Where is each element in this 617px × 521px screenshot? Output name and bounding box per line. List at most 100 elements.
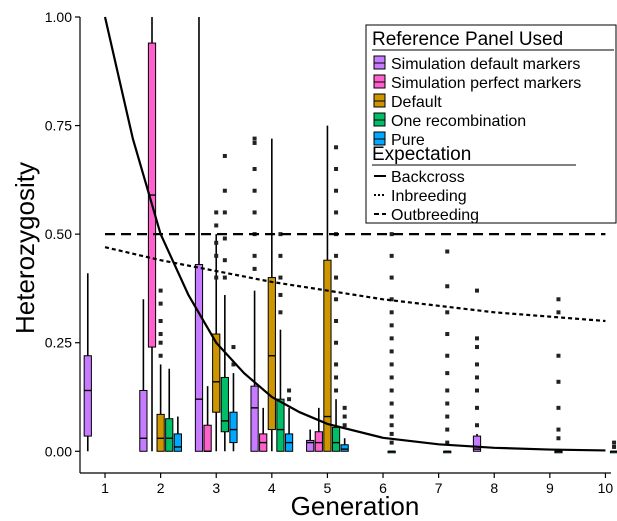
x-tick-label: 9 bbox=[546, 480, 554, 496]
box-plot-sim_default-gen-3 bbox=[194, 17, 204, 452]
outlier-point bbox=[342, 423, 347, 428]
outlier-point bbox=[222, 275, 227, 280]
legend-entry-label: Simulation perfect markers bbox=[391, 75, 581, 92]
outlier-point bbox=[231, 345, 236, 350]
outlier-point bbox=[474, 345, 479, 350]
box-body bbox=[83, 355, 92, 437]
outlier-point bbox=[612, 444, 617, 449]
outlier-point bbox=[612, 440, 617, 445]
outlier-point bbox=[389, 310, 394, 315]
outlier-point bbox=[556, 427, 561, 432]
outlier-point bbox=[445, 371, 450, 376]
outlier-point bbox=[445, 310, 450, 315]
box-plot-sim_default-gen-4 bbox=[250, 136, 259, 452]
box-plot-default-gen-5 bbox=[323, 125, 332, 452]
outlier-point bbox=[389, 375, 394, 380]
box-body bbox=[267, 277, 276, 431]
legend-entry-label: Simulation default markers bbox=[391, 56, 580, 73]
y-tick-label: 0.75 bbox=[45, 118, 72, 134]
outlier-point bbox=[278, 310, 283, 315]
outlier-point bbox=[334, 375, 339, 380]
outlier-point bbox=[389, 414, 394, 419]
box-body bbox=[173, 433, 182, 452]
box-plot-pure-gen-3 bbox=[229, 345, 238, 452]
box-body bbox=[220, 376, 229, 433]
box-plot-one_recomb-gen-10 bbox=[609, 440, 617, 454]
outlier-point bbox=[222, 210, 227, 215]
outlier-point bbox=[334, 253, 339, 258]
outlier-point bbox=[252, 210, 257, 215]
outlier-point bbox=[334, 167, 339, 171]
outlier-point bbox=[389, 232, 394, 237]
outlier-point bbox=[556, 353, 561, 358]
outlier-point bbox=[334, 210, 339, 215]
outlier-point bbox=[334, 319, 339, 323]
x-tick-label: 2 bbox=[157, 480, 165, 496]
box-plot-pure-gen-4 bbox=[284, 388, 294, 452]
outlier-point bbox=[556, 405, 561, 410]
legend-entry-label: Inbreeding bbox=[391, 188, 467, 205]
outlier-point bbox=[556, 297, 561, 302]
outlier-point bbox=[334, 388, 339, 393]
outlier-point bbox=[214, 240, 219, 245]
outlier-point bbox=[389, 362, 394, 367]
outlier-point bbox=[214, 253, 219, 258]
x-axis-label: Generation bbox=[291, 491, 420, 521]
box-body bbox=[203, 424, 212, 452]
outlier-point bbox=[389, 275, 394, 280]
outlier-point bbox=[556, 310, 561, 315]
outlier-point bbox=[214, 275, 219, 280]
outlier-point bbox=[252, 140, 257, 145]
y-tick-label: 0.00 bbox=[45, 443, 72, 459]
outlier-point bbox=[445, 388, 450, 393]
outlier-point bbox=[556, 436, 561, 441]
box-body bbox=[340, 444, 349, 452]
outlier-point bbox=[474, 288, 479, 293]
box-body bbox=[250, 385, 259, 452]
legend-entry-label: Outbreeding bbox=[391, 207, 479, 224]
outlier-point bbox=[252, 188, 257, 193]
outlier-point bbox=[389, 336, 394, 341]
box-plot-one_recomb-gen-7 bbox=[443, 249, 452, 454]
outlier-point bbox=[222, 153, 227, 158]
legend: Reference Panel Used Simulation default m… bbox=[365, 24, 617, 224]
outlier-point bbox=[445, 332, 450, 337]
legend-fill-title: Reference Panel Used bbox=[372, 29, 563, 50]
box-body bbox=[306, 439, 315, 452]
outlier-point bbox=[158, 340, 163, 345]
x-tick-label: 6 bbox=[379, 480, 387, 496]
outlier-point bbox=[334, 297, 339, 302]
outlier-point bbox=[158, 288, 163, 293]
box-plot-one_recomb-gen-3 bbox=[220, 153, 229, 452]
outlier-point bbox=[287, 397, 292, 402]
box-plot-default-gen-3 bbox=[212, 210, 221, 452]
outlier-point bbox=[445, 249, 450, 254]
box-body bbox=[331, 426, 341, 452]
box-plot-sim_perfect-gen-4 bbox=[259, 407, 268, 452]
box-plot-default-gen-2 bbox=[156, 288, 165, 452]
outlier-point bbox=[474, 405, 479, 410]
box-body bbox=[139, 389, 148, 452]
outlier-point bbox=[474, 362, 479, 367]
expectation-line-backcross bbox=[103, 16, 606, 452]
outlier-point bbox=[252, 167, 257, 171]
axes: 0.00 0.25 0.50 0.75 1.00 1 2 3 4 5 6 7 8 9 10 bbox=[45, 9, 614, 496]
box-body bbox=[314, 431, 323, 452]
outlier-point bbox=[334, 188, 339, 193]
legend-entry-label: Default bbox=[391, 94, 442, 111]
outlier-point bbox=[158, 319, 163, 323]
outlier-point bbox=[158, 353, 163, 358]
outlier-point bbox=[389, 423, 394, 428]
expectation-line-inbreeding bbox=[104, 246, 606, 323]
outlier-point bbox=[474, 423, 479, 428]
legend-line-title: Expectation bbox=[372, 144, 471, 165]
outlier-point bbox=[222, 188, 227, 193]
legend-entry-label: Backcross bbox=[391, 169, 465, 186]
outlier-point bbox=[389, 323, 394, 328]
outlier-point bbox=[342, 405, 347, 410]
outlier-point bbox=[334, 145, 339, 150]
x-tick-label: 10 bbox=[598, 480, 614, 496]
outlier-point bbox=[334, 362, 339, 367]
box-body bbox=[156, 413, 165, 452]
